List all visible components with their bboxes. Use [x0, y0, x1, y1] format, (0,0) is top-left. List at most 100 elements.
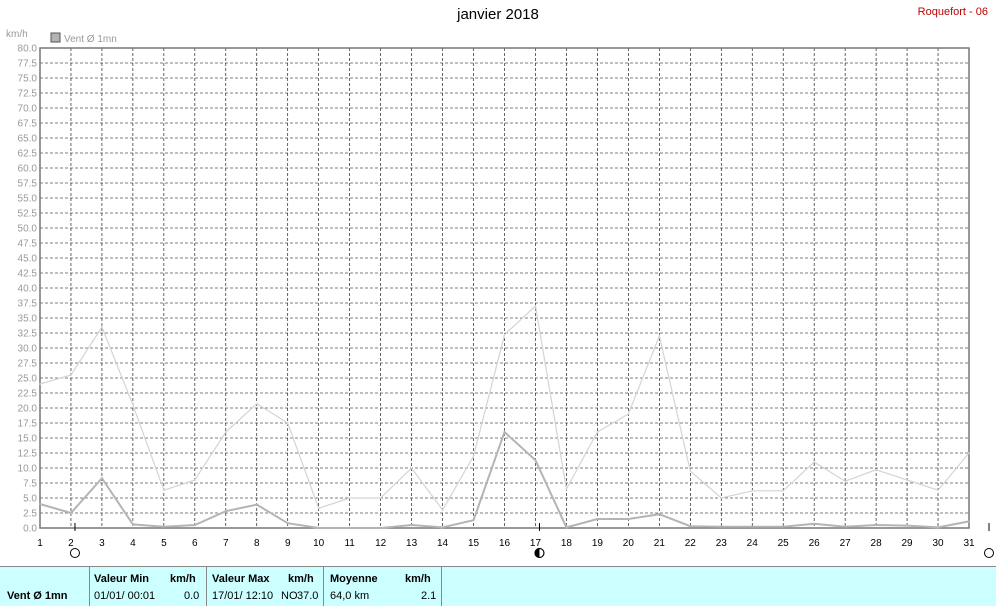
data-point [968, 452, 970, 454]
data-point [751, 490, 754, 492]
data-point [596, 518, 599, 520]
data-point [565, 526, 568, 529]
data-point [875, 469, 877, 471]
data-point [751, 526, 754, 528]
data-point [782, 526, 784, 528]
data-point [906, 524, 908, 527]
y-tick-label: 40.0 [18, 284, 38, 295]
data-point [627, 518, 630, 520]
data-point [348, 497, 351, 499]
moon-new-shade [534, 548, 540, 558]
x-tick-label: 22 [685, 538, 697, 549]
data-point [410, 524, 413, 526]
min-date: 01/01/ 00:01 [94, 590, 156, 602]
data-point [906, 479, 908, 481]
data-point [813, 523, 815, 525]
data-point [627, 413, 630, 415]
min-cell: Valeur Min km/h 01/01/ 00:01 0.0 [89, 567, 206, 606]
legend: Vent Ø 1mn [50, 32, 117, 45]
y-tick-label: 50.0 [18, 224, 38, 235]
data-point [658, 513, 661, 515]
data-point [163, 526, 165, 528]
y-tick-label: 20.0 [18, 404, 38, 415]
data-point [255, 503, 258, 506]
data-point [844, 526, 846, 528]
y-tick-label: 35.0 [18, 314, 38, 325]
x-tick-label: 16 [499, 538, 511, 549]
data-point [286, 422, 289, 424]
data-point [379, 497, 382, 499]
max-header: Valeur Max [212, 573, 270, 585]
x-tick-label: 30 [932, 538, 944, 549]
x-tick-label: 13 [406, 538, 418, 549]
data-point [194, 524, 196, 526]
y-tick-label: 75.0 [18, 74, 38, 85]
data-point [441, 509, 444, 511]
y-tick-label: 80.0 [18, 44, 38, 55]
plot-frame [39, 47, 970, 529]
data-point [534, 305, 537, 307]
y-tick-label: 52.5 [18, 209, 38, 220]
data-point [317, 527, 320, 529]
x-axis: 1 2 3 4 5 6 7 8 9 10 11 12 13 14 15 16 17 18 19 20 21 22 23 24 2… [37, 538, 975, 549]
y-tick-label: 67.5 [18, 119, 38, 130]
avg-cell: Moyenne km/h 64,0 km 2.1 [323, 567, 441, 606]
x-tick-label: 6 [192, 538, 198, 549]
data-point [689, 525, 692, 527]
max-direction: NO [281, 590, 298, 602]
y-tick-label: 2.5 [23, 509, 37, 520]
avg-value: 2.1 [421, 590, 437, 602]
y-tick-label: 62.5 [18, 149, 38, 160]
max-unit: km/h [288, 573, 314, 585]
y-tick-label: 77.5 [18, 59, 38, 70]
data-point [348, 527, 351, 529]
x-tick-label: 15 [468, 538, 480, 549]
y-axis-unit: km/h [6, 29, 28, 40]
y-tick-label: 47.5 [18, 239, 38, 250]
chart-title: janvier 2018 [457, 6, 539, 23]
x-tick-label: 1 [37, 538, 43, 549]
data-point [720, 497, 723, 499]
footer-divider [441, 567, 443, 606]
min-unit: km/h [170, 573, 196, 585]
data-point [596, 431, 599, 433]
x-tick-label: 8 [254, 538, 260, 549]
y-tick-label: 17.5 [18, 419, 38, 430]
data-point [534, 459, 537, 462]
max-cell: Valeur Max km/h 17/01/ 12:10 NO 37.0 [206, 567, 323, 606]
data-point [472, 519, 475, 521]
y-tick-label: 7.5 [23, 479, 37, 490]
max-value: 37.0 [297, 590, 319, 602]
data-point [163, 489, 165, 492]
y-tick-label: 30.0 [18, 344, 38, 355]
data-point [39, 383, 41, 385]
station-name: Roquefort - 06 [917, 6, 988, 18]
data-point [658, 335, 661, 337]
min-value: 0.0 [184, 590, 200, 602]
data-point [70, 512, 72, 514]
x-tick-label: 12 [375, 538, 387, 549]
y-tick-label: 37.5 [18, 299, 38, 310]
data-point [225, 431, 227, 433]
data-point [379, 527, 382, 529]
avg-unit: km/h [405, 573, 431, 585]
x-tick-label: 3 [99, 538, 105, 549]
x-tick-label: 7 [223, 538, 229, 549]
x-tick-label: 27 [840, 538, 852, 549]
max-date: 17/01/ 12:10 [212, 590, 274, 602]
moon-new-outline [534, 548, 545, 558]
wind-chart: 0.0 2.5 5.0 7.5 10.0 12.5 15.0 17.5 20.0 22.5 25.0… [6, 29, 994, 558]
legend-label: Vent Ø 1mn [64, 34, 117, 45]
x-tick-label: 26 [809, 538, 821, 549]
y-tick-label: 65.0 [18, 134, 38, 145]
data-point [194, 479, 196, 481]
data-point [255, 403, 258, 405]
y-tick-label: 15.0 [18, 434, 38, 445]
data-point [441, 526, 444, 529]
min-header: Valeur Min [94, 573, 150, 585]
y-tick-label: 72.5 [18, 89, 38, 100]
x-tick-label: 18 [561, 538, 573, 549]
data-point [968, 520, 970, 523]
moon-full-icon [984, 548, 994, 558]
data-point [937, 489, 939, 492]
